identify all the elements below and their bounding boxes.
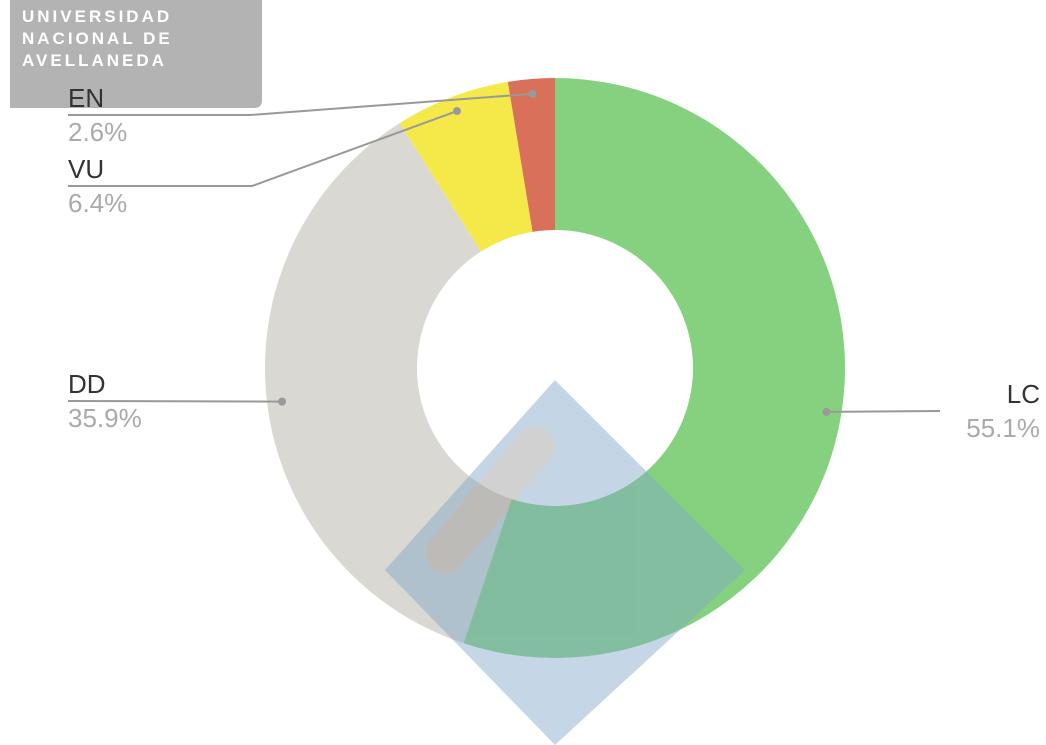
donut [265, 78, 846, 659]
value-label: 55.1% [966, 413, 1040, 443]
value-label: 35.9% [68, 403, 142, 433]
category-label: VU [68, 154, 104, 184]
watermark-logo: UNIVERSIDAD NACIONAL DE AVELLANEDA [10, 0, 262, 108]
watermark-text: UNIVERSIDAD [22, 7, 172, 26]
leader-line [67, 400, 283, 403]
leader-dot [822, 407, 831, 416]
leader-dot [278, 397, 287, 406]
value-label: 6.4% [68, 188, 127, 218]
watermark-box [10, 0, 262, 108]
labels: LC 55.1% DD 35.9% VU 6.4% EN 2.6% [67, 83, 1040, 443]
leader-dot [528, 89, 537, 98]
category-label: EN [68, 83, 104, 113]
category-label: DD [68, 369, 106, 399]
slice [265, 123, 512, 644]
slice [463, 78, 846, 659]
leader-dot [452, 107, 461, 116]
leader-line [68, 92, 533, 116]
watermark-pin [385, 380, 745, 745]
slice [399, 81, 533, 252]
leader-line [826, 410, 941, 413]
category-label: LC [1007, 379, 1040, 409]
watermark-text: AVELLANEDA [22, 51, 167, 70]
pin-tube [425, 426, 555, 574]
pin-shape [385, 380, 745, 745]
leader-line [68, 110, 458, 187]
slice [507, 78, 555, 232]
watermark-text: NACIONAL DE [22, 29, 173, 48]
value-label: 2.6% [68, 117, 127, 147]
